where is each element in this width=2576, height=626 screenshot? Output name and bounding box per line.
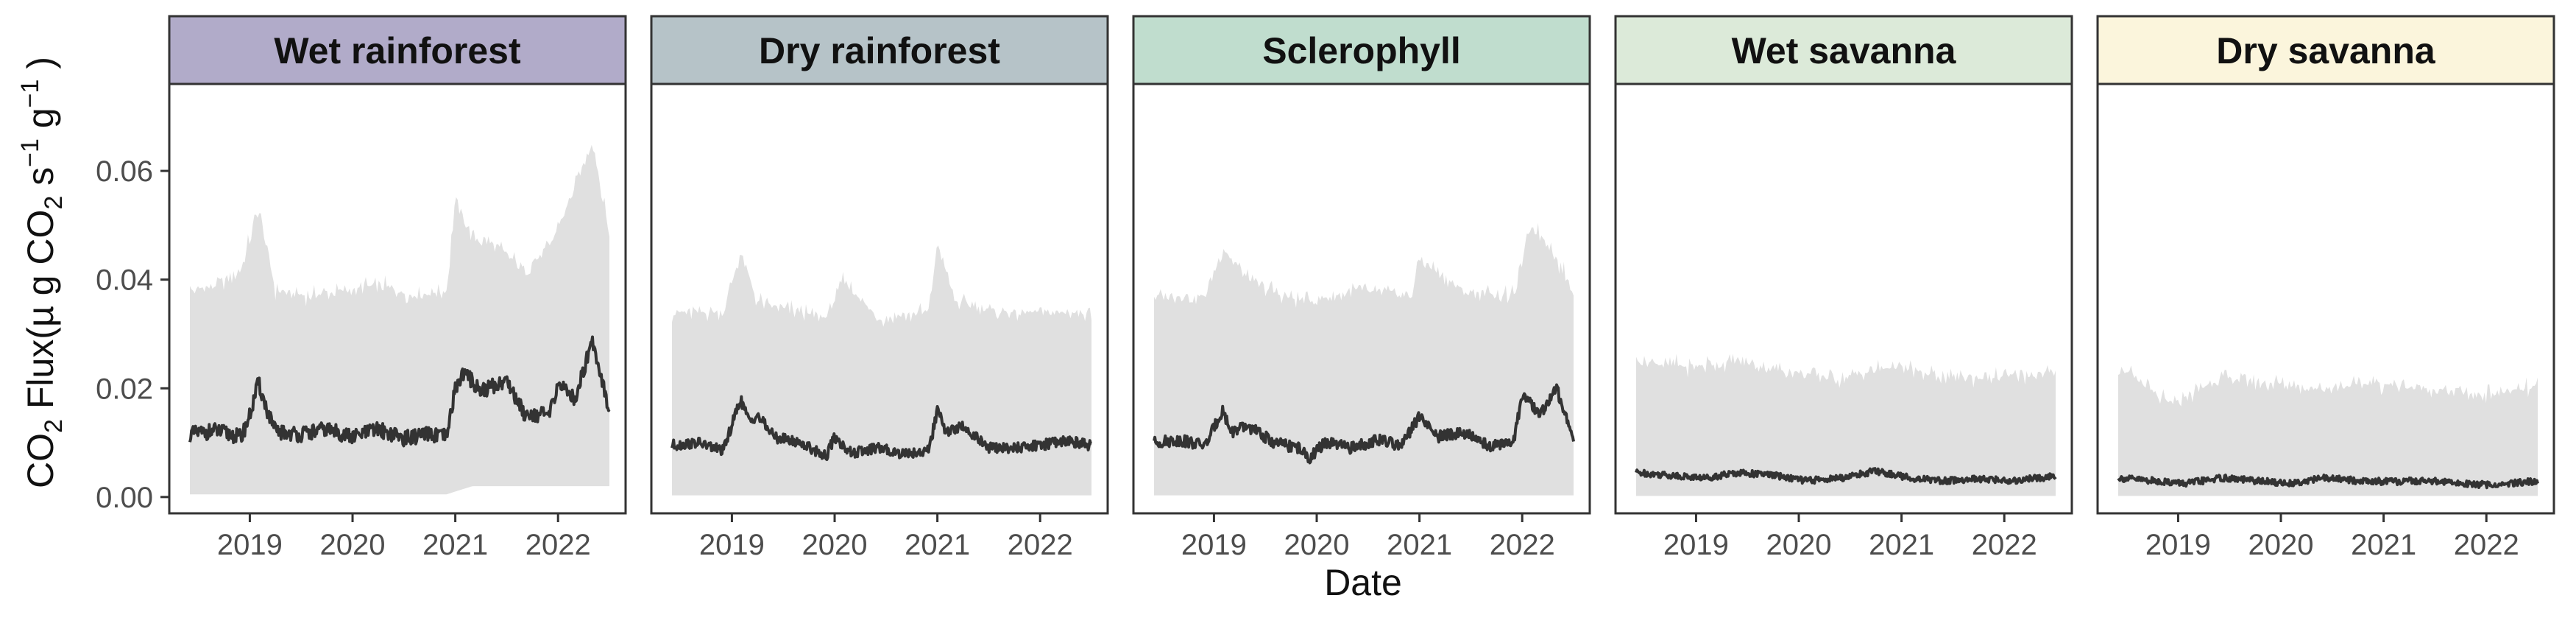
x-tick-label: 2020	[802, 529, 868, 561]
x-tick-label: 2022	[1490, 529, 1555, 561]
x-tick-label: 2022	[526, 529, 591, 561]
facet-panel: Wet savanna	[1614, 15, 2073, 515]
x-tick-label: 2021	[905, 529, 970, 561]
facet-strip	[1614, 15, 2073, 85]
x-tick-label: 2020	[2248, 529, 2314, 561]
x-tick-label: 2019	[2145, 529, 2211, 561]
mean-flux-line	[2117, 474, 2539, 490]
x-tick-label: 2021	[1387, 529, 1452, 561]
x-tick-label: 2019	[1663, 529, 1729, 561]
facet-panel: Dry rainforest	[650, 15, 1109, 515]
x-tick-label: 2021	[1869, 529, 1934, 561]
facet-panel: Dry savanna	[2096, 15, 2555, 515]
confidence-ribbon	[2118, 365, 2538, 496]
facet-strip-label: Wet savanna	[1732, 30, 1957, 71]
y-axis-title: CO2 Flux(µ g CO2 s−1 g−1 )	[16, 57, 68, 488]
mean-flux-line	[1153, 383, 1575, 465]
x-tick-label: 2022	[2454, 529, 2519, 561]
x-tick-label: 2019	[217, 529, 283, 561]
x-tick-label: 2022	[1972, 529, 2037, 561]
confidence-ribbon	[190, 144, 609, 495]
x-tick-label: 2021	[2351, 529, 2416, 561]
y-tick-label: 0.06	[96, 155, 153, 188]
x-tick-label: 2019	[1181, 529, 1247, 561]
y-tick-label: 0.04	[96, 264, 153, 297]
facet-panel: Wet rainforest	[168, 15, 627, 515]
facet-strip	[650, 15, 1109, 85]
facet-strip-label: Dry rainforest	[759, 30, 1000, 71]
facet-panel: Sclerophyll	[1132, 15, 1591, 515]
facet-border	[1614, 82, 2073, 515]
facet-border	[650, 82, 1109, 515]
confidence-ribbon	[1636, 354, 2056, 496]
y-tick-label: 0.00	[96, 482, 153, 514]
mean-flux-line	[670, 395, 1092, 461]
x-axis-title: Date	[1324, 562, 1402, 603]
facet-strip-label: Wet rainforest	[274, 30, 521, 71]
facet-border	[168, 82, 627, 515]
x-tick-label: 2021	[422, 529, 488, 561]
facet-border	[2096, 82, 2555, 515]
facet-strip-label: Dry savanna	[2216, 30, 2436, 71]
facet-border	[1132, 82, 1591, 515]
facet-strip	[2096, 15, 2555, 85]
x-tick-label: 2022	[1008, 529, 1073, 561]
facet-panels: Wet rainforest Dry rainforest Sclerophyll W…	[168, 15, 2555, 515]
facet-strip-label: Sclerophyll	[1262, 30, 1461, 71]
x-tick-label: 2019	[699, 529, 765, 561]
x-tick-label: 2020	[1284, 529, 1350, 561]
facet-strip	[168, 15, 627, 85]
x-tick-label: 2020	[320, 529, 386, 561]
x-tick-label: 2020	[1766, 529, 1832, 561]
x-axes: 2019 2020 2021 2022 2019 2020 2021 2022 2019 2020…	[217, 513, 2519, 561]
y-tick-label: 0.02	[96, 373, 153, 405]
y-axis: 0.00 0.02 0.04 0.06	[96, 155, 169, 514]
mean-flux-line	[1635, 467, 2057, 485]
mean-flux-line	[188, 335, 611, 448]
